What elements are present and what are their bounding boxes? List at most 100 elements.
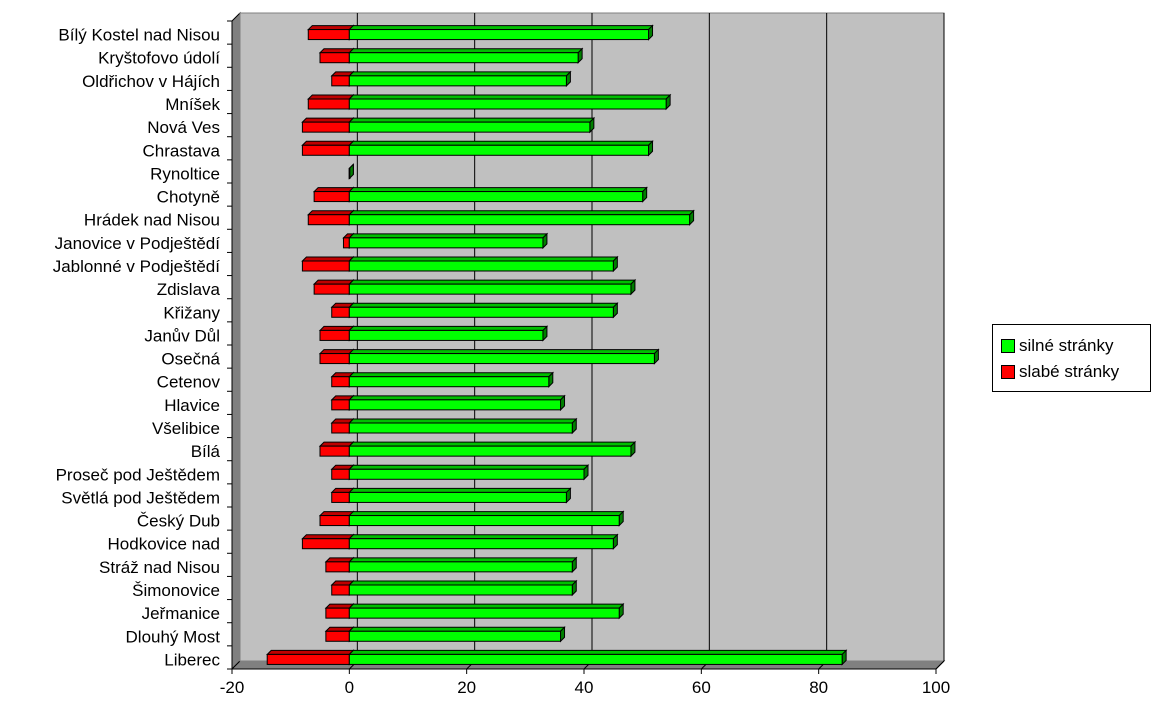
bar-silne (348, 232, 549, 250)
bar-silne-front (348, 29, 650, 41)
bar-silne-top (348, 140, 654, 146)
bar-silne-top (348, 233, 549, 239)
category-label: Bílý Kostel nad Nisou (58, 26, 220, 45)
bar-slabe (307, 209, 355, 226)
bar-silne-top (348, 71, 572, 77)
bar-slabe-top (324, 557, 355, 563)
bar-slabe-top (307, 210, 355, 216)
category-label: Zdislava (157, 280, 221, 299)
bar-silne (348, 533, 619, 550)
category-label: Cetenov (157, 373, 221, 392)
bar-slabe-front (331, 468, 350, 480)
bar-slabe (301, 533, 355, 550)
category-label: Jablonné v Podještědí (53, 257, 221, 276)
bar-silne-front (348, 75, 567, 87)
legend-item-slabe: slabé stránky (1001, 362, 1119, 382)
legend-item-silne: silné stránky (1001, 336, 1113, 356)
bar-silne (348, 186, 648, 203)
bar-slabe-top (318, 441, 355, 447)
bar-silne (348, 348, 660, 365)
category-label: Chotyně (157, 188, 220, 207)
category-label: Nová Ves (147, 118, 220, 137)
bar-silne-front (348, 214, 691, 226)
bar-silne-top (348, 210, 695, 216)
bar-silne-front (348, 630, 562, 642)
category-labels: Bílý Kostel nad Nisou Kryštofovo údolí Old… (53, 26, 221, 670)
bar-slabe-front (319, 353, 350, 365)
bar-silne (348, 209, 695, 226)
bar-slabe-front (319, 515, 350, 527)
bar-slabe (318, 47, 355, 64)
bar-slabe-front (319, 52, 350, 64)
bar-slabe (312, 278, 355, 296)
bar-slabe-top (301, 256, 355, 262)
bar-silne (348, 579, 578, 597)
bar-slabe-front (319, 329, 350, 341)
bar-silne-front (348, 98, 667, 110)
bar-slabe-front (307, 98, 350, 110)
bar-silne-top (348, 117, 596, 123)
bar-silne-top (348, 649, 848, 655)
bar-slabe-top (324, 603, 355, 609)
bar-silne-top (348, 626, 566, 632)
bar-silne (348, 626, 566, 643)
category-label: Křižany (163, 303, 220, 322)
category-label: Rynoltice (150, 164, 220, 183)
plot-side-wall (231, 11, 241, 671)
bar-silne-top (348, 441, 637, 447)
x-tick-label: 60 (692, 678, 711, 697)
x-axis-tick-labels: -20 0 20 40 60 80 100 (220, 678, 950, 697)
bar-silne-front (348, 468, 585, 480)
category-label: Janovice v Podještědí (55, 234, 221, 253)
bar-silne (348, 371, 555, 388)
bar-slabe-top (324, 626, 355, 632)
bar-silne-front (348, 329, 544, 341)
bar-silne-top (348, 302, 619, 308)
bar-silne (348, 278, 637, 296)
bar-silne-top (348, 325, 549, 331)
bar-silne-top (348, 418, 578, 424)
bar-silne (348, 556, 578, 574)
category-label: Šimonovice (132, 581, 220, 600)
legend: silné stránky slabé stránky (992, 324, 1151, 392)
bar-silne-front (348, 283, 632, 295)
bar-slabe-front (331, 75, 350, 87)
bar-silne-top (348, 464, 590, 470)
bar-slabe-front (301, 144, 350, 156)
bar-silne-top (348, 557, 578, 563)
bar-slabe-front (331, 491, 350, 503)
bar-silne (348, 302, 619, 319)
category-label: Stráž nad Nisou (99, 558, 220, 577)
bar-silne-front (348, 607, 620, 619)
bar-silne (348, 487, 572, 504)
category-label: Jeřmanice (142, 604, 220, 623)
bar-silne-top (348, 279, 637, 285)
bar-silne-front (348, 538, 614, 550)
bar-silne (348, 649, 848, 666)
bar-slabe-top (265, 649, 355, 655)
bar-silne (348, 325, 549, 342)
bar-silne-front (348, 422, 573, 434)
x-tick-label: 40 (575, 678, 594, 697)
bar-slabe-top (318, 349, 355, 355)
bar-silne-front (348, 144, 650, 156)
bar-silne (348, 602, 625, 620)
bar-slabe-top (307, 25, 355, 31)
bar-slabe-top (312, 187, 355, 193)
bar-slabe-front (307, 29, 350, 41)
bar-silne (348, 116, 596, 134)
bar-silne-front (348, 561, 573, 573)
bar-silne-front (348, 260, 614, 272)
bar-slabe (318, 348, 355, 365)
bar-silne-top (348, 372, 555, 378)
bar-slabe (265, 649, 355, 666)
bar-slabe-front (331, 306, 350, 318)
bar-silne (348, 93, 672, 111)
category-label: Oldřichov v Hájích (82, 72, 220, 91)
gridline-floor (935, 660, 945, 670)
bar-slabe-front (325, 561, 350, 573)
bar-slabe (301, 140, 355, 157)
bar-silne-front (348, 191, 644, 203)
bar-silne-front (348, 52, 579, 64)
category-label: Liberec (164, 650, 220, 669)
